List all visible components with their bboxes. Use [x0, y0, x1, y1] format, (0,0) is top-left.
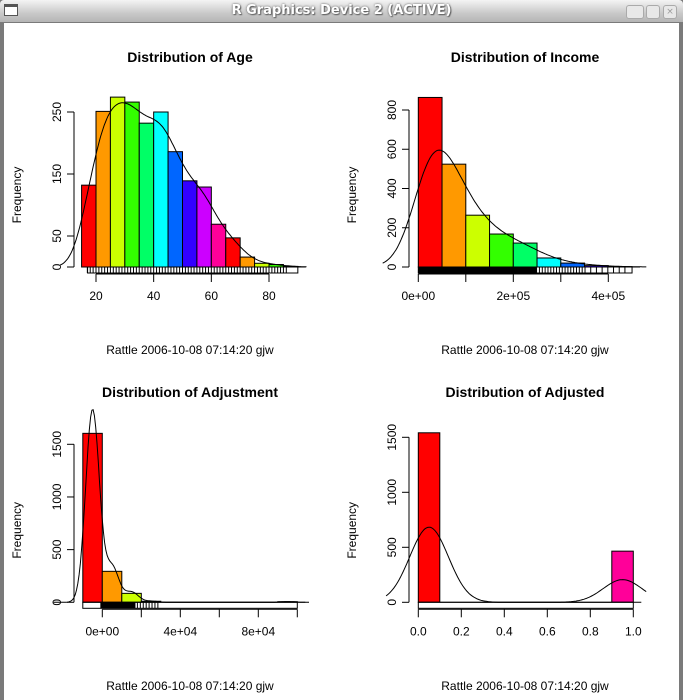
window-title: R Graphics: Device 2 (ACTIVE): [231, 3, 452, 18]
x-tick-label: 40: [147, 289, 161, 303]
chart-title: Distribution of Adjustment: [102, 384, 278, 400]
y-tick-label: 0: [385, 263, 399, 270]
y-tick-label: 1500: [50, 431, 64, 458]
y-tick-label: 500: [385, 537, 399, 557]
y-tick-label: 800: [385, 100, 399, 120]
histogram-bar: [121, 592, 142, 603]
chart-title: Distribution of Age: [127, 49, 253, 65]
density-curve: [59, 102, 307, 268]
footer-caption: Rattle 2006-10-08 07:14:20 gjw: [441, 343, 609, 357]
histogram-bar: [611, 550, 634, 603]
histogram-bar: [536, 257, 562, 268]
histogram-bar: [465, 214, 491, 268]
y-tick-label: 1000: [50, 483, 64, 510]
y-tick-label: 1500: [385, 424, 399, 451]
x-tick-label: 0.8: [582, 624, 599, 638]
rug-strip: [417, 601, 634, 609]
shade-icon[interactable]: [626, 5, 644, 19]
histogram-bar: [182, 180, 198, 268]
footer-caption: Rattle 2006-10-08 07:14:20 gjw: [106, 343, 274, 357]
histogram-bar: [225, 237, 241, 268]
x-tick-label: 80: [262, 289, 276, 303]
histogram-panel-1: Distribution of Age Rattle 2006-10-08 07:…: [10, 49, 307, 357]
x-tick-label: 4e+04: [163, 624, 197, 638]
x-tick-label: 0.2: [453, 624, 470, 638]
y-tick-label: 400: [385, 178, 399, 198]
histogram-bar: [109, 96, 126, 268]
x-tick-label: 4e+05: [591, 289, 625, 303]
density-curve: [385, 526, 647, 603]
histogram-bar: [210, 223, 227, 268]
density-curve: [382, 149, 647, 268]
x-tick-label: 0e+00: [85, 624, 119, 638]
histogram-bar: [81, 184, 97, 268]
histogram-bar: [239, 256, 256, 268]
histogram-bar: [101, 570, 123, 603]
histogram-bar: [512, 242, 538, 268]
y-tick-label: 0: [50, 263, 64, 270]
close-icon[interactable]: ×: [663, 5, 677, 19]
histogram-bar: [254, 262, 270, 268]
footer-caption: Rattle 2006-10-08 07:14:20 gjw: [441, 679, 609, 693]
y-tick-label: 150: [50, 164, 64, 184]
y-tick-label: 600: [385, 139, 399, 159]
x-tick-label: 60: [205, 289, 219, 303]
histogram-bar: [82, 432, 103, 603]
y-tick-label: 200: [385, 217, 399, 237]
histogram-bar: [167, 151, 183, 268]
histogram-panel-3: Distribution of Adjustment Rattle 2006-10…: [10, 384, 309, 693]
histogram-panel-2: Distribution of Income Rattle 2006-10-08 …: [345, 49, 647, 357]
maximize-icon[interactable]: [646, 5, 660, 19]
histogram-panel-4: Distribution of Adjusted Rattle 2006-10-0…: [345, 384, 647, 693]
histogram-bar: [138, 122, 155, 268]
y-tick-label: 50: [50, 229, 64, 243]
x-tick-label: 0.0: [410, 624, 427, 638]
y-axis-label: Frequency: [10, 167, 24, 224]
chart-title: Distribution of Income: [451, 49, 600, 65]
histogram-bar: [489, 233, 514, 268]
x-tick-label: 2e+05: [496, 289, 530, 303]
histogram-bar: [417, 96, 443, 268]
x-tick-label: 20: [89, 289, 103, 303]
x-tick-label: 0.4: [496, 624, 513, 638]
histogram-bar: [124, 101, 140, 268]
histogram-bar: [417, 432, 441, 603]
chart-title: Distribution of Adjusted: [446, 384, 605, 400]
x-tick-label: 0.6: [539, 624, 556, 638]
y-tick-label: 250: [50, 102, 64, 122]
rug-dense: [418, 267, 538, 273]
x-tick-label: 1.0: [625, 624, 642, 638]
y-tick-label: 1000: [385, 479, 399, 506]
window-titlebar[interactable]: R Graphics: Device 2 (ACTIVE) ×: [0, 0, 683, 22]
x-tick-label: 8e+04: [241, 624, 275, 638]
rug-dense: [100, 602, 136, 609]
y-axis-label: Frequency: [10, 502, 24, 559]
y-axis-label: Frequency: [345, 167, 359, 224]
x-tick-label: 0e+00: [401, 289, 435, 303]
window-menu-icon[interactable]: [4, 4, 18, 16]
y-axis-label: Frequency: [345, 502, 359, 559]
histogram-bar: [153, 111, 169, 268]
histogram-bar: [196, 186, 212, 268]
histogram-bar: [95, 110, 111, 268]
footer-caption: Rattle 2006-10-08 07:14:20 gjw: [106, 679, 274, 693]
y-tick-label: 0: [385, 599, 399, 606]
y-tick-label: 500: [50, 539, 64, 559]
density-curve: [53, 409, 309, 603]
